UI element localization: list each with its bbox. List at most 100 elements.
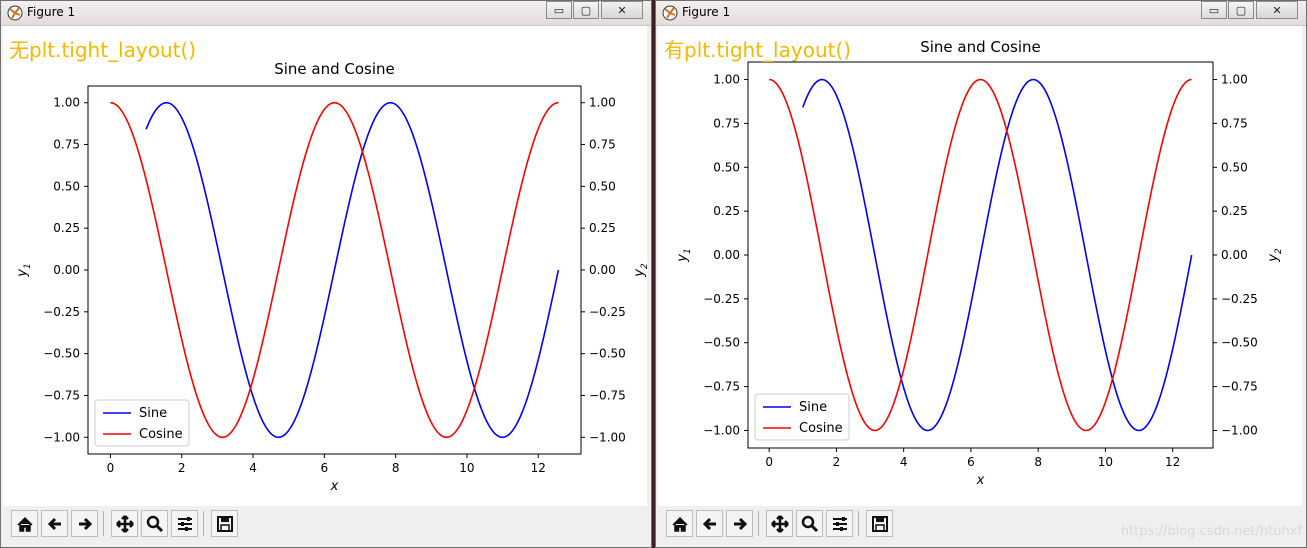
maximize-button[interactable]: ▢ xyxy=(573,1,599,19)
subplots-config-icon xyxy=(177,516,192,531)
save-icon xyxy=(216,515,233,532)
forward-arrow-button[interactable] xyxy=(71,510,98,537)
y-tick-label-right: 0.75 xyxy=(589,138,616,152)
y-tick-label-left: −0.25 xyxy=(703,292,740,306)
zoom-button[interactable] xyxy=(141,510,168,537)
x-tick-label: 2 xyxy=(178,461,186,475)
y-tick-label-left: −0.50 xyxy=(703,336,740,350)
y-tick-label-right: −0.50 xyxy=(589,347,626,361)
pan-button[interactable] xyxy=(766,510,793,537)
y-tick-label-left: 0.00 xyxy=(713,248,740,262)
back-arrow-button[interactable] xyxy=(696,510,723,537)
y-axis-label-left: y1 xyxy=(15,263,33,277)
legend-label: Cosine xyxy=(799,421,843,436)
chart-title: Sine and Cosine xyxy=(920,38,1041,56)
figure-canvas[interactable]: Sine and Cosine 0 2 4 6 8 10 12 1.00 1.00 0.75 0.75… xyxy=(3,26,647,506)
home-button[interactable] xyxy=(11,510,38,537)
figure-annotation-label: 有plt.tight_layout() xyxy=(664,38,852,62)
y-tick-label-left: −0.75 xyxy=(703,380,740,394)
y-tick-label-left: −0.25 xyxy=(43,305,80,319)
zoom-icon xyxy=(801,515,818,532)
save-button[interactable] xyxy=(211,510,238,537)
y-tick-label-right: 0.00 xyxy=(1221,248,1248,262)
title-bar[interactable]: Figure 1 ▭ ▢ ✕ xyxy=(656,1,1306,26)
x-tick-label: 0 xyxy=(765,455,773,469)
svg-text:y2: y2 xyxy=(632,263,647,278)
back-arrow-icon xyxy=(702,517,716,530)
figure-annotation-label: 无plt.tight_layout() xyxy=(9,38,197,62)
navigation-toolbar xyxy=(658,507,1302,541)
subplots-config-button[interactable] xyxy=(826,510,853,537)
x-tick-label: 0 xyxy=(107,461,115,475)
y-tick-label-right: 0.25 xyxy=(589,221,616,235)
y-tick-label-left: −1.00 xyxy=(43,430,80,444)
back-arrow-button[interactable] xyxy=(41,510,68,537)
x-tick-label: 4 xyxy=(249,461,257,475)
x-tick-label: 8 xyxy=(392,461,400,475)
legend-label: Sine xyxy=(139,406,167,421)
close-button[interactable]: ✕ xyxy=(601,1,643,19)
series-line-sine xyxy=(802,78,1193,432)
x-tick-label: 6 xyxy=(967,455,975,469)
series-line-cosine xyxy=(769,78,1192,432)
y-tick-label-right: 0.25 xyxy=(1221,204,1248,218)
y-tick-label-left: 1.00 xyxy=(53,96,80,110)
y-tick-label-right: 0.50 xyxy=(589,179,616,193)
series-line-cosine xyxy=(110,101,559,439)
y-tick-label-left: 1.00 xyxy=(713,73,740,87)
y-tick-label-right: 0.75 xyxy=(1221,116,1248,130)
series-line-sine xyxy=(145,101,560,439)
save-button[interactable] xyxy=(866,510,893,537)
y-axis-label-right: y2 xyxy=(632,263,647,278)
maximize-icon: ▢ xyxy=(1235,3,1247,17)
y-tick-label-left: 0.25 xyxy=(53,221,80,235)
zoom-button[interactable] xyxy=(796,510,823,537)
figure-window-left: Figure 1 ▭ ▢ ✕ Sine and Cosine 0 2 4 6 8 10 12 1… xyxy=(0,0,652,548)
legend-label: Sine xyxy=(799,400,827,415)
window-title: Figure 1 xyxy=(682,5,731,19)
y-tick-label-right: 0.50 xyxy=(1221,160,1248,174)
y-tick-label-left: −1.00 xyxy=(703,423,740,437)
x-tick-label: 12 xyxy=(531,461,546,475)
minimize-button[interactable]: ▭ xyxy=(546,1,572,19)
matplotlib-app-icon xyxy=(7,5,23,21)
svg-text:y1: y1 xyxy=(675,248,693,262)
y-tick-label-right: 0.00 xyxy=(589,263,616,277)
home-icon xyxy=(671,516,688,532)
y-tick-label-right: −0.50 xyxy=(1221,336,1258,350)
y-axis-label-right: y2 xyxy=(1266,248,1284,263)
maximize-button[interactable]: ▢ xyxy=(1228,1,1254,19)
close-button[interactable]: ✕ xyxy=(1256,1,1298,19)
home-button[interactable] xyxy=(666,510,693,537)
figure-window-right: Figure 1 ▭ ▢ ✕ Sine and Cosine 0 2 4 6 8 10 12 1… xyxy=(655,0,1307,548)
subplots-config-icon xyxy=(832,516,847,531)
y-tick-label-right: −1.00 xyxy=(1221,423,1258,437)
pan-icon xyxy=(770,514,789,533)
forward-arrow-button[interactable] xyxy=(726,510,753,537)
home-icon xyxy=(16,516,33,532)
y-tick-label-left: 0.00 xyxy=(53,263,80,277)
forward-arrow-icon xyxy=(78,517,92,530)
figure-canvas[interactable]: Sine and Cosine 0 2 4 6 8 10 12 1.00 1.00 0.75 0.75… xyxy=(658,26,1302,506)
x-tick-label: 4 xyxy=(900,455,908,469)
y-tick-label-right: −1.00 xyxy=(589,430,626,444)
minimize-icon: ▭ xyxy=(1208,3,1220,17)
title-bar[interactable]: Figure 1 ▭ ▢ ✕ xyxy=(1,1,651,26)
legend-label: Cosine xyxy=(139,427,183,442)
y-axis-label-left: y1 xyxy=(675,248,693,262)
x-tick-label: 12 xyxy=(1165,455,1180,469)
pan-button[interactable] xyxy=(111,510,138,537)
toolbar-separator xyxy=(203,511,204,536)
x-tick-label: 2 xyxy=(833,455,841,469)
y-tick-label-right: −0.25 xyxy=(589,305,626,319)
svg-text:y2: y2 xyxy=(1266,248,1284,263)
save-icon xyxy=(871,515,888,532)
y-tick-label-right: 1.00 xyxy=(1221,73,1248,87)
minimize-button[interactable]: ▭ xyxy=(1201,1,1227,19)
minimize-icon: ▭ xyxy=(553,3,565,17)
subplots-config-button[interactable] xyxy=(171,510,198,537)
matplotlib-app-icon xyxy=(662,5,678,21)
maximize-icon: ▢ xyxy=(580,3,592,17)
y-tick-label-left: 0.50 xyxy=(53,179,80,193)
x-tick-label: 10 xyxy=(459,461,474,475)
